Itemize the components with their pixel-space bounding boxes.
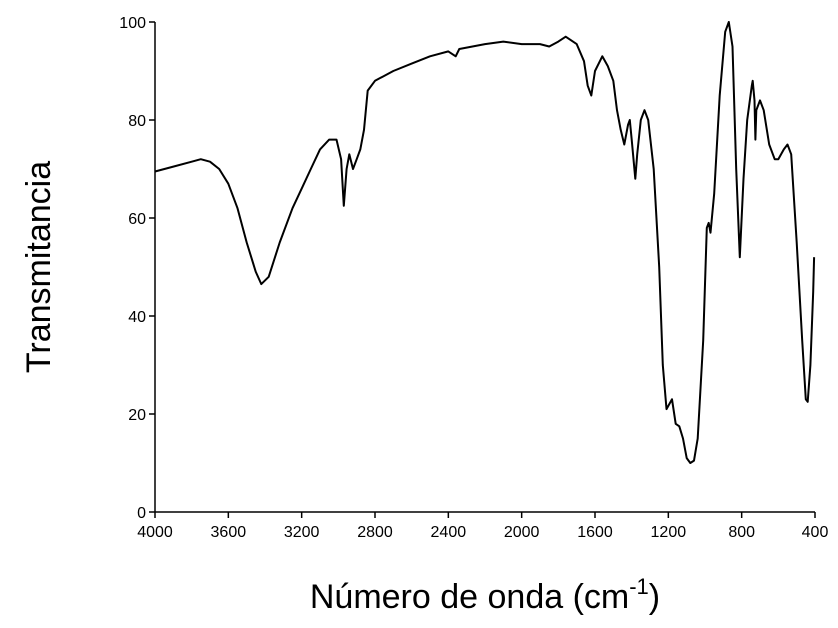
y-tick-label: 60 [128, 211, 146, 228]
x-label-sup: -1 [629, 574, 649, 599]
x-tick-label: 400 [802, 524, 829, 541]
x-tick-label: 2400 [431, 524, 467, 541]
x-label-end: ) [649, 578, 660, 616]
spectrum-line [154, 21, 816, 464]
y-tick-label: 40 [128, 309, 146, 326]
x-axis-label: Número de onda (cm-1) [310, 574, 660, 616]
x-tick-label: 2800 [357, 524, 393, 541]
x-tick-label: 4000 [137, 524, 173, 541]
x-tick-label: 800 [728, 524, 755, 541]
y-tick-label: 20 [128, 407, 146, 424]
x-tick-label: 1200 [651, 524, 687, 541]
x-tick-label: 2000 [504, 524, 540, 541]
x-tick-label: 1600 [577, 524, 613, 541]
y-tick-label: 80 [128, 113, 146, 130]
y-tick-label: 100 [119, 15, 146, 32]
y-tick-label: 0 [137, 505, 146, 522]
y-axis-label: Transmitancia [20, 161, 58, 373]
x-tick-label: 3600 [211, 524, 247, 541]
x-label-main: Número de onda (cm [310, 578, 629, 616]
x-tick-label: 3200 [284, 524, 320, 541]
